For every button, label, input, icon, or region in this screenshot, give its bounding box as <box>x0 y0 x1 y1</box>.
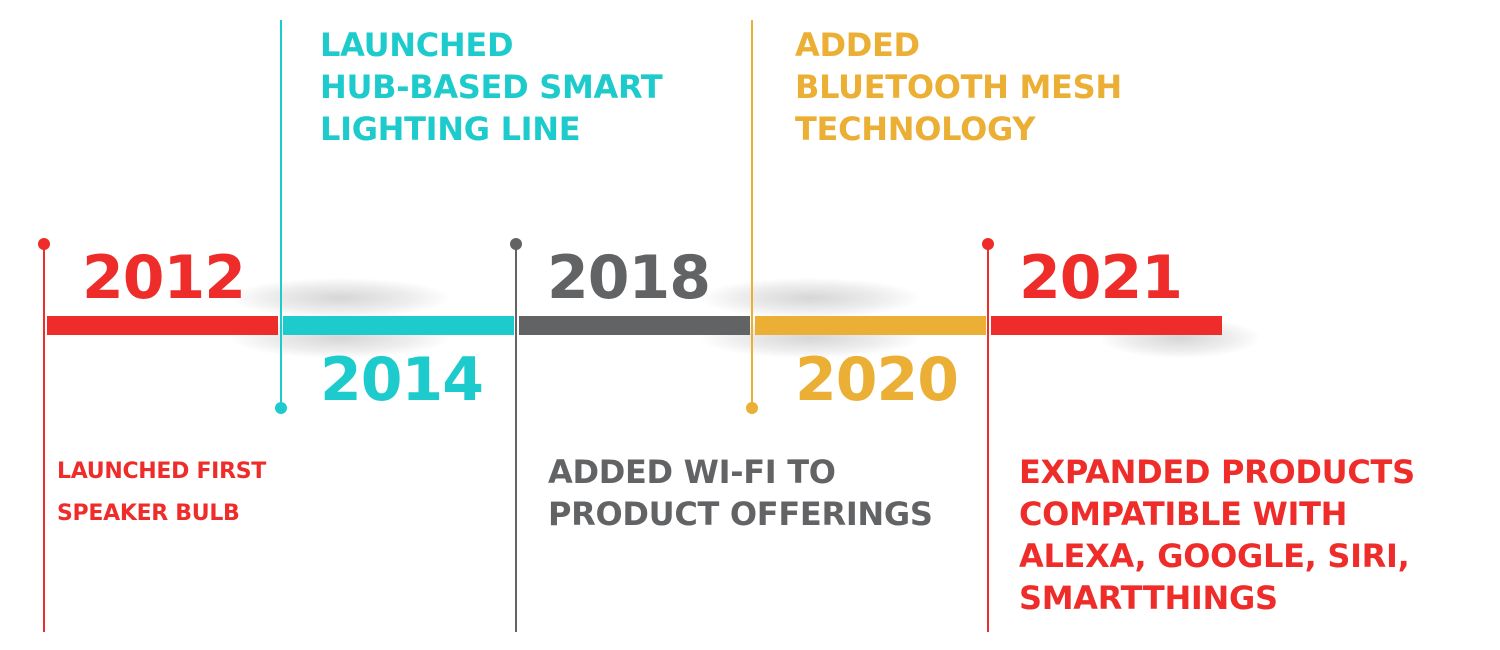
description-line: EXPANDED PRODUCTS <box>1019 453 1415 491</box>
year-label-2014: 2014 <box>320 345 484 415</box>
description-line: TECHNOLOGY <box>795 110 1036 148</box>
description-line: SPEAKER BULB <box>57 501 240 526</box>
description-line: LAUNCHED <box>320 26 514 64</box>
description-line: PRODUCT OFFERINGS <box>548 495 933 533</box>
year-label-2020: 2020 <box>795 345 959 415</box>
description-line: COMPATIBLE WITH <box>1019 495 1348 533</box>
description-line: SMARTTHINGS <box>1019 579 1278 617</box>
timeline-segment-2014 <box>283 316 514 335</box>
year-label-2018: 2018 <box>547 243 711 313</box>
year-label-2012: 2012 <box>82 243 246 313</box>
description-line: BLUETOOTH MESH <box>795 68 1122 106</box>
description-line: LAUNCHED FIRST <box>57 459 266 484</box>
description-line: ADDED WI-FI TO <box>548 453 836 491</box>
milestone-description-2012: LAUNCHED FIRST SPEAKER BULB <box>57 451 266 535</box>
milestone-description-2014: LAUNCHED HUB-BASED SMART LIGHTING LINE <box>320 24 663 150</box>
timeline-segment-2020 <box>755 316 986 335</box>
bar-shadow <box>700 278 920 318</box>
bar-shadow <box>230 278 450 318</box>
marker-dot-2014 <box>275 402 287 414</box>
timeline-segment-2021 <box>991 316 1222 335</box>
description-line: ADDED <box>795 26 920 64</box>
marker-line-2021 <box>987 244 989 632</box>
milestone-description-2021: EXPANDED PRODUCTS COMPATIBLE WITH ALEXA,… <box>1019 451 1415 619</box>
marker-dot-2021 <box>982 238 994 250</box>
description-line: HUB-BASED SMART <box>320 68 663 106</box>
marker-line-2014 <box>280 20 282 408</box>
milestone-description-2018: ADDED WI-FI TO PRODUCT OFFERINGS <box>548 451 933 535</box>
marker-dot-2020 <box>746 402 758 414</box>
year-label-2021: 2021 <box>1019 243 1183 313</box>
marker-dot-2018 <box>510 238 522 250</box>
description-line: ALEXA, GOOGLE, SIRI, <box>1019 537 1410 575</box>
milestone-description-2020: ADDED BLUETOOTH MESH TECHNOLOGY <box>795 24 1122 150</box>
timeline-segment-2012 <box>47 316 278 335</box>
description-line: LIGHTING LINE <box>320 110 581 148</box>
marker-line-2018 <box>515 244 517 632</box>
marker-dot-2012 <box>38 238 50 250</box>
timeline-segment-2018 <box>519 316 750 335</box>
marker-line-2012 <box>43 244 45 632</box>
marker-line-2020 <box>751 20 753 408</box>
